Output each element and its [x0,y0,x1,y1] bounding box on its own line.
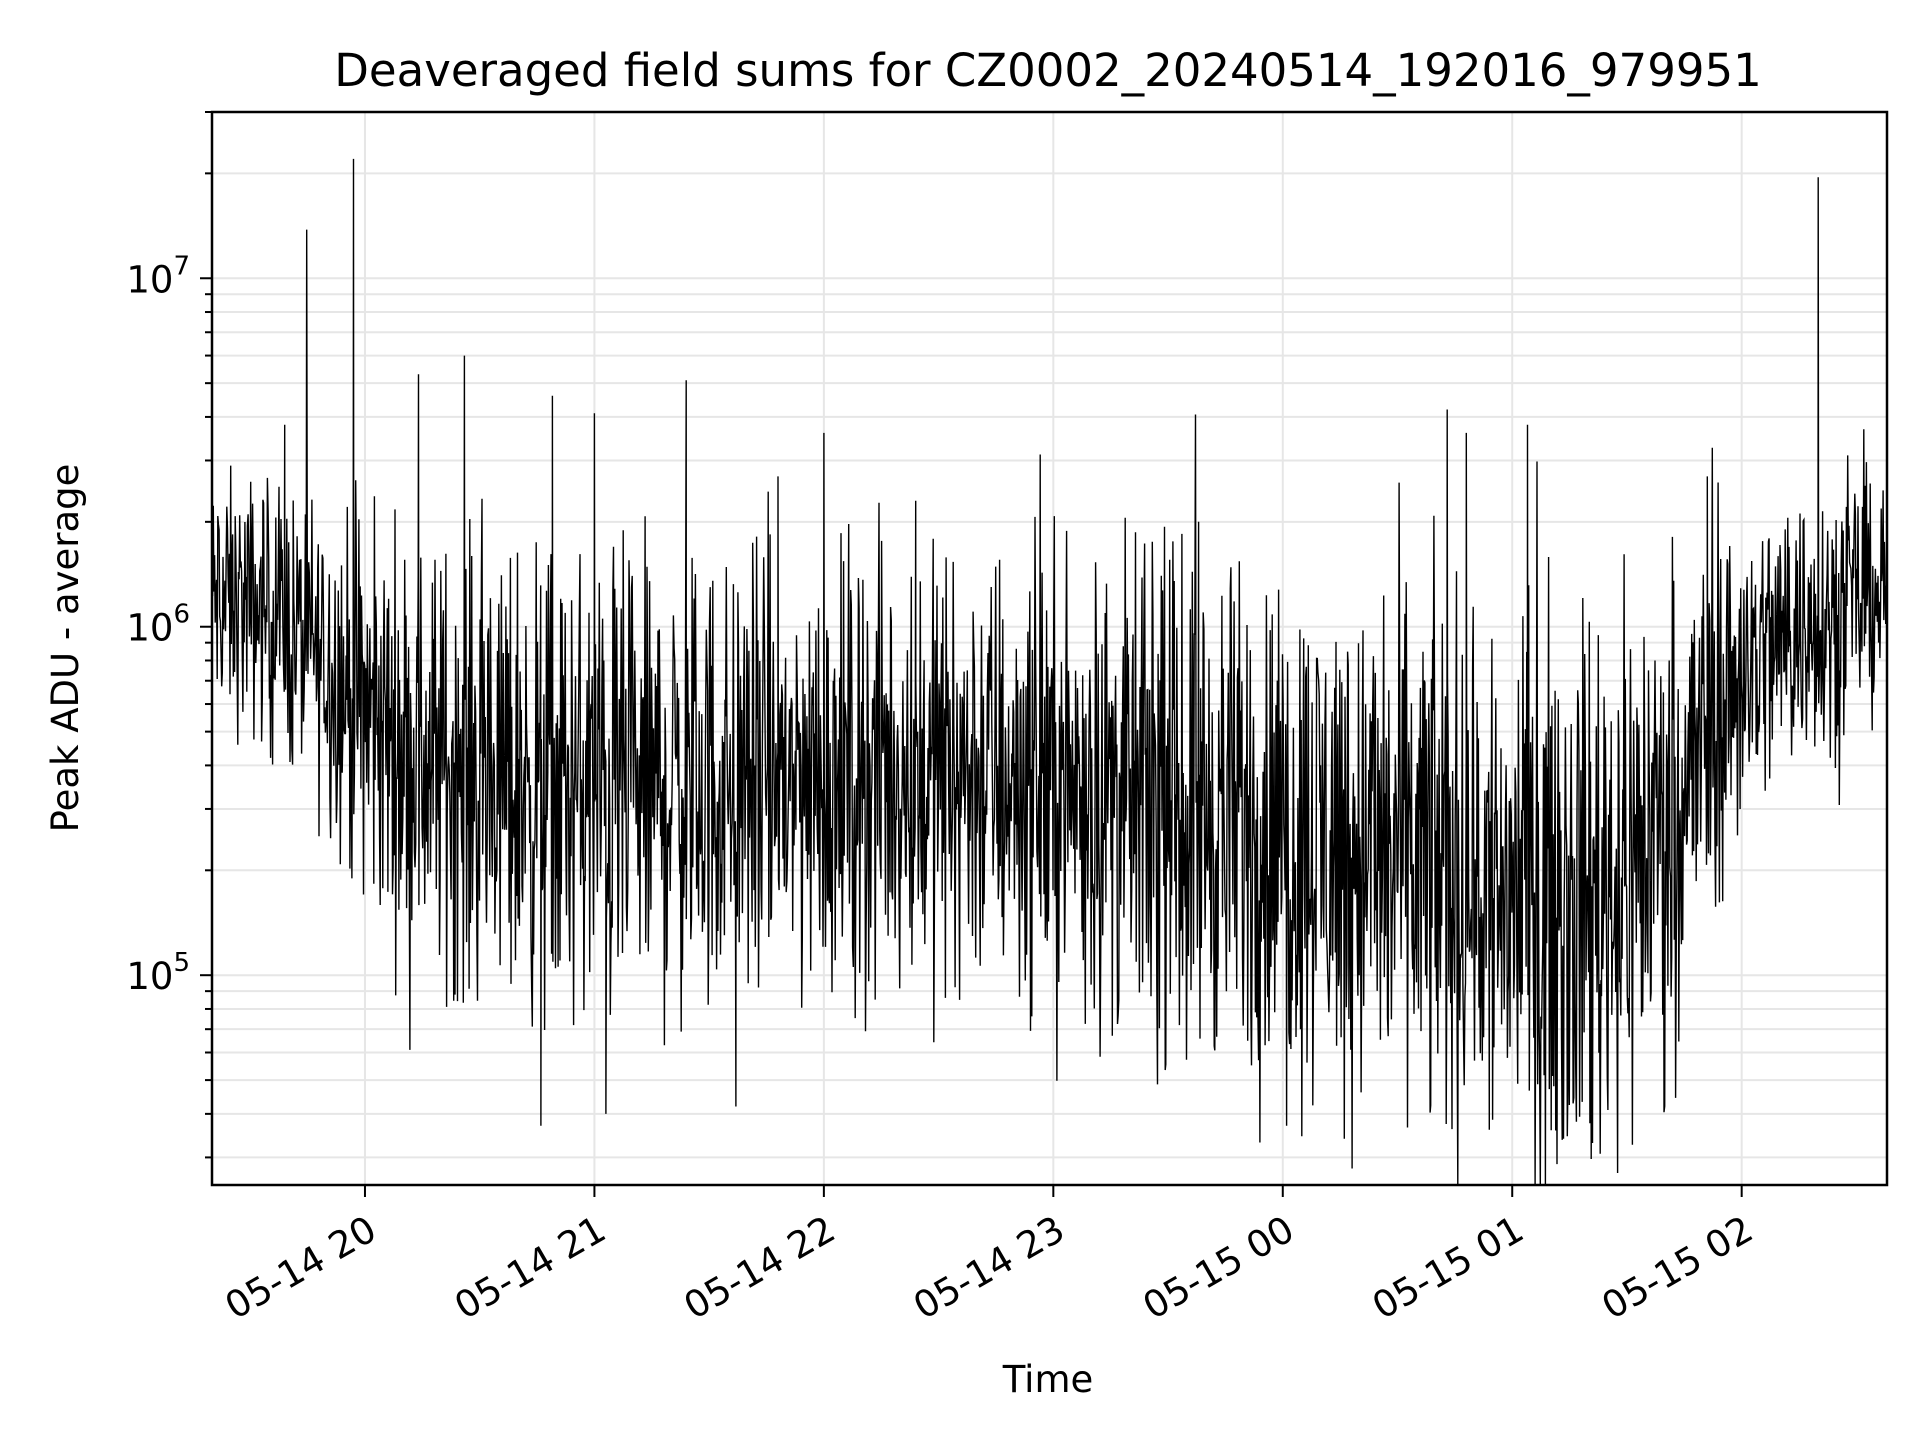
series-line [211,158,1888,1186]
x-axis-ticks: 05-14 20 05-14 21 05-14 22 05-14 23 05-15 00… [218,1185,1760,1328]
chart-title: Deaveraged field sums for CZ0002_2024051… [334,44,1761,97]
y-tick-label: 105 [126,948,190,998]
x-tick-label: 05-14 22 [677,1208,843,1328]
plot-frame [210,110,1889,1187]
y-tick-label: 106 [126,600,190,650]
x-tick-label: 05-15 00 [1136,1208,1302,1328]
x-tick-label: 05-15 02 [1595,1208,1761,1328]
x-tick-label: 05-14 23 [906,1208,1072,1328]
x-tick-label: 05-14 20 [218,1208,384,1328]
y-axis-label: Peak ADU - average [44,464,87,833]
grid-lines [212,111,1887,1185]
x-tick-label: 05-14 21 [447,1208,613,1328]
x-tick-label: 05-15 01 [1365,1208,1531,1328]
x-axis-label: Time [1002,1358,1094,1401]
y-tick-label: 107 [126,251,190,301]
data-series [211,158,1888,1186]
y-axis-ticks: 105 106 107 [126,111,212,1159]
